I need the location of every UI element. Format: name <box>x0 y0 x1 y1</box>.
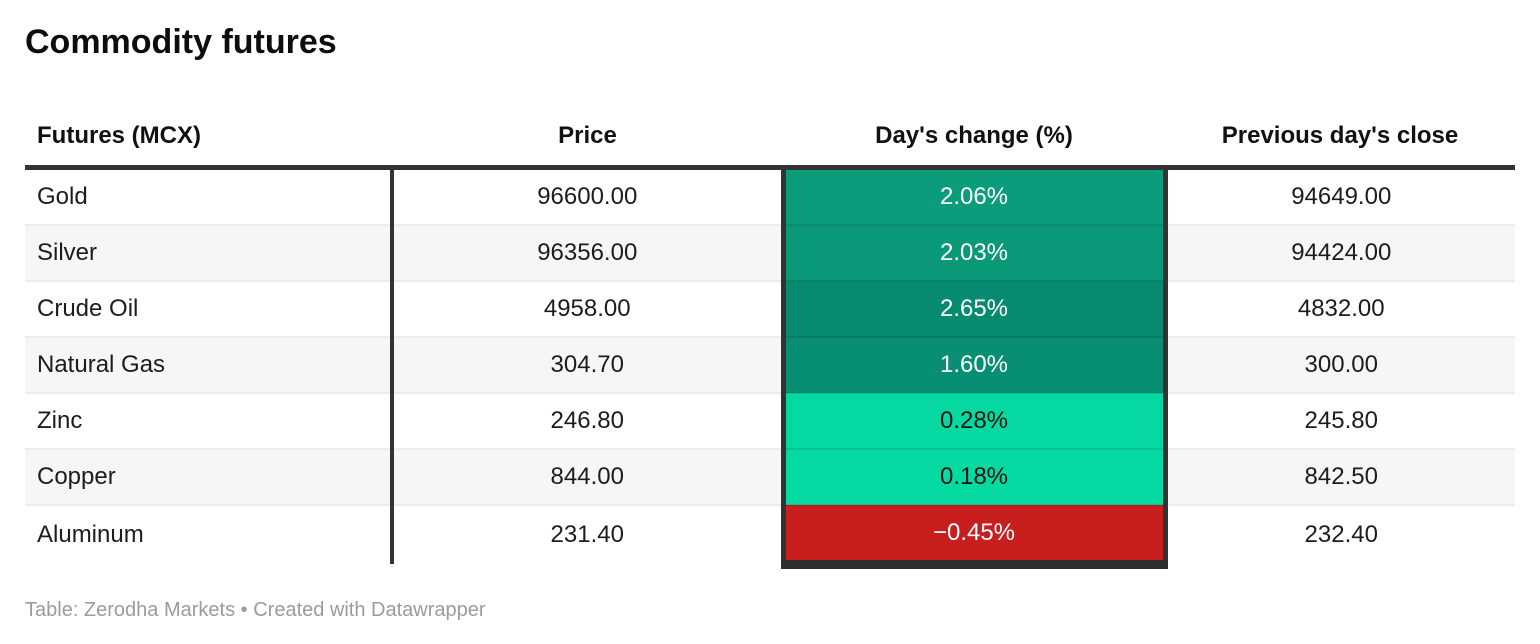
cell-prev-close: 300.00 <box>1165 335 1515 393</box>
table-row-aluminum: Aluminum 231.40 −0.45% 232.40 <box>25 503 1515 569</box>
cell-price: 4958.00 <box>392 279 783 337</box>
cell-prev-close: 245.80 <box>1165 391 1515 449</box>
cell-price: 246.80 <box>392 391 783 449</box>
cell-change: 2.03% <box>780 223 1168 281</box>
table-row-gold: Gold 96600.00 2.06% 94649.00 <box>25 167 1515 225</box>
table-row-silver: Silver 96356.00 2.03% 94424.00 <box>25 223 1515 281</box>
cell-prev-close: 4832.00 <box>1165 279 1515 337</box>
cell-prev-close: 94649.00 <box>1291 182 1392 210</box>
cell-futures: Gold <box>25 167 394 225</box>
column-header-futures: Futures (MCX) <box>25 106 392 170</box>
table-row-zinc: Zinc 246.80 0.28% 245.80 <box>25 391 1515 449</box>
column-header-change: Day's change (%) <box>783 106 1165 170</box>
cell-futures: Aluminum <box>25 503 394 565</box>
table-row-copper: Copper 844.00 0.18% 842.50 <box>25 447 1515 505</box>
cell-change: 2.65% <box>780 279 1168 337</box>
cell-change: 0.18% <box>780 447 1168 505</box>
table-row-crude-oil: Crude Oil 4958.00 2.65% 4832.00 <box>25 279 1515 337</box>
column-header-price: Price <box>392 106 783 170</box>
cell-futures: Natural Gas <box>25 335 394 393</box>
cell-price: 96600.00 <box>537 182 638 210</box>
cell-futures: Crude Oil <box>25 279 394 337</box>
page-title: Commodity futures <box>25 23 337 61</box>
table-header: Futures (MCX) Price Day's change (%) Pre… <box>25 106 1515 170</box>
cell-change: −0.45% <box>780 503 1168 569</box>
cell-price: 96356.00 <box>392 223 783 281</box>
cell-futures: Silver <box>25 223 394 281</box>
table-row-natural-gas: Natural Gas 304.70 1.60% 300.00 <box>25 335 1515 393</box>
cell-change: 1.60% <box>780 335 1168 393</box>
cell-price: 231.40 <box>392 503 783 565</box>
cell-prev-close: 94424.00 <box>1165 223 1515 281</box>
cell-futures: Copper <box>25 447 394 505</box>
cell-futures: Zinc <box>25 391 394 449</box>
cell-price: 844.00 <box>392 447 783 505</box>
column-header-prev-close: Previous day's close <box>1165 106 1515 170</box>
cell-prev-close: 842.50 <box>1165 447 1515 505</box>
cell-prev-close: 232.40 <box>1165 503 1515 565</box>
cell-change: 0.28% <box>780 391 1168 449</box>
attribution-footer: Table: Zerodha Markets • Created with Da… <box>25 598 486 621</box>
cell-price: 304.70 <box>392 335 783 393</box>
futures-table: Futures (MCX) Price Day's change (%) Pre… <box>25 106 1515 569</box>
cell-change: 2.06% <box>780 167 1168 225</box>
